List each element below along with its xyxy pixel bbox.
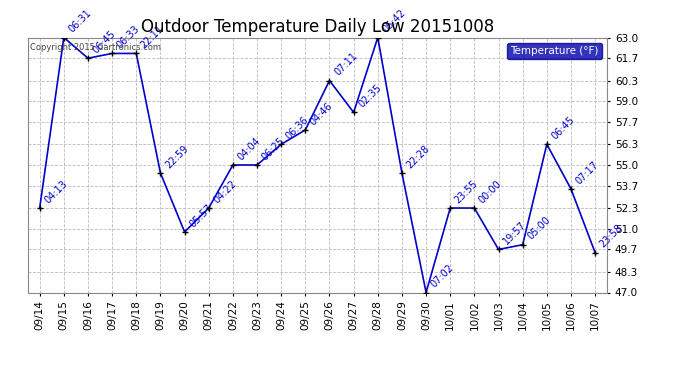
Text: 06:45: 06:45 (550, 115, 576, 141)
Text: 00:00: 00:00 (477, 178, 504, 205)
Text: 02:35: 02:35 (357, 83, 383, 110)
Text: 07:17: 07:17 (574, 159, 600, 186)
Text: 05:42: 05:42 (381, 8, 407, 35)
Text: 07:02: 07:02 (429, 263, 455, 290)
Text: 22:28: 22:28 (405, 143, 432, 170)
Text: 04:46: 04:46 (308, 100, 335, 127)
Text: 04:22: 04:22 (212, 178, 238, 205)
Legend: Temperature (°F): Temperature (°F) (507, 43, 602, 59)
Text: 22:11: 22:11 (139, 24, 166, 51)
Text: 06:31: 06:31 (67, 8, 93, 35)
Text: 04:04: 04:04 (236, 135, 262, 162)
Text: 06:25: 06:25 (260, 135, 286, 162)
Text: 05:57: 05:57 (188, 202, 215, 229)
Text: 06:45: 06:45 (91, 28, 117, 56)
Text: 07:11: 07:11 (333, 51, 359, 78)
Text: 23:58: 23:58 (598, 223, 624, 250)
Text: Copyright 2015 Cartronics.com: Copyright 2015 Cartronics.com (30, 43, 161, 52)
Text: 04:13: 04:13 (43, 178, 69, 205)
Text: 23:55: 23:55 (453, 178, 480, 205)
Text: 05:00: 05:00 (526, 215, 552, 242)
Text: 19:57: 19:57 (502, 220, 528, 247)
Text: 06:36: 06:36 (284, 115, 310, 141)
Text: 22:59: 22:59 (164, 143, 190, 170)
Text: 06:33: 06:33 (115, 24, 141, 51)
Title: Outdoor Temperature Daily Low 20151008: Outdoor Temperature Daily Low 20151008 (141, 18, 494, 36)
